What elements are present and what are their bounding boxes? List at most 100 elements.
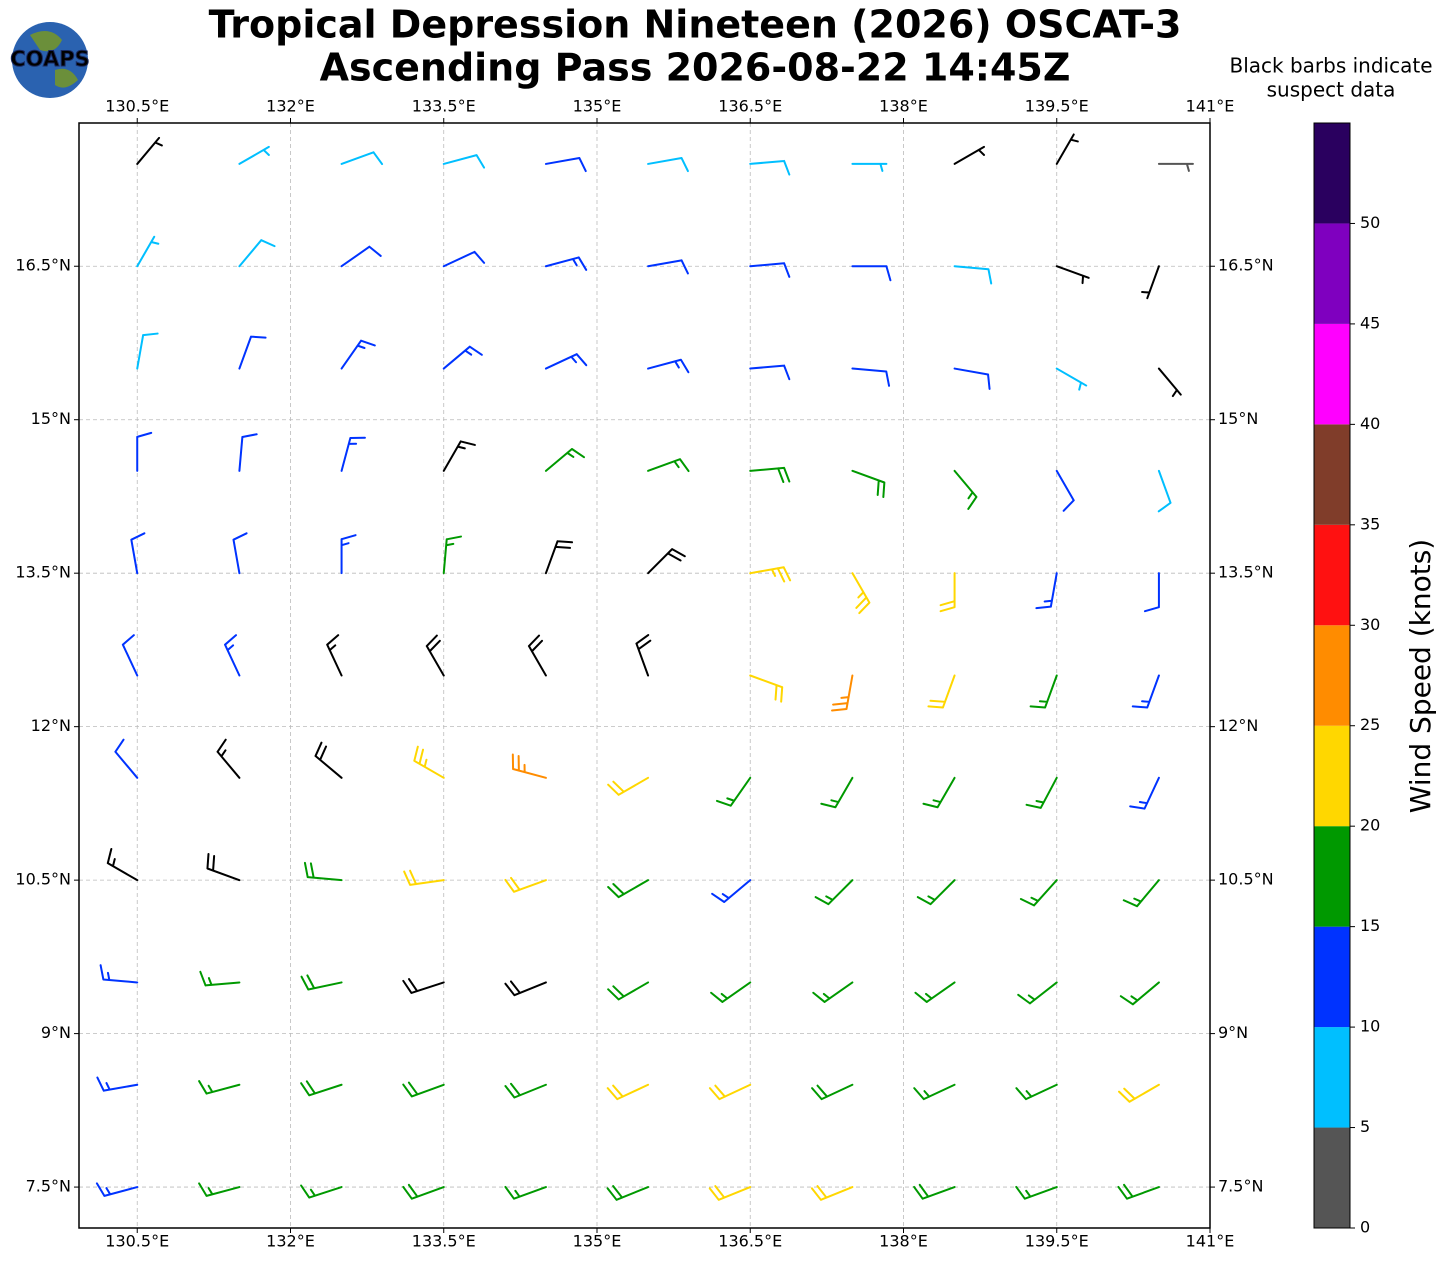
y-tick-label: 15°N xyxy=(31,409,71,428)
wind-barb xyxy=(442,250,486,268)
y-tick-label: 12°N xyxy=(1218,716,1258,735)
barb-shape xyxy=(1141,265,1160,300)
wind-barb xyxy=(1029,674,1058,709)
y-tick-label: 10.5°N xyxy=(1218,870,1274,889)
wind-barb xyxy=(606,1185,650,1201)
barb-shape xyxy=(913,1083,956,1101)
barb-shape xyxy=(216,738,241,779)
barb-shape xyxy=(914,981,956,1003)
y-tick-label: 7.5°N xyxy=(26,1177,71,1196)
colorbar-tick-label: 15 xyxy=(1360,916,1380,935)
wind-barb xyxy=(198,1080,241,1095)
wind-barb xyxy=(121,634,139,677)
barb-shape xyxy=(442,345,483,370)
wind-barb xyxy=(402,1081,445,1098)
wind-barb xyxy=(544,448,586,472)
map-frame xyxy=(78,122,1211,1229)
barb-shape xyxy=(708,1083,752,1101)
barb-shape xyxy=(607,981,650,1001)
wind-barb xyxy=(635,634,652,677)
wind-barb xyxy=(607,981,650,1001)
barb-shape xyxy=(402,978,445,994)
x-tick-label: 132°E xyxy=(266,1232,315,1251)
x-tick-label: 133.5°E xyxy=(412,97,476,116)
barb-shape xyxy=(442,440,476,472)
wind-barb xyxy=(136,235,160,268)
wind-barb xyxy=(300,974,343,991)
wind-barb xyxy=(504,1185,547,1200)
colorbar-segment xyxy=(1314,1127,1350,1228)
y-tick-label: 12°N xyxy=(31,716,71,735)
wind-barb xyxy=(95,1182,139,1197)
barb-shape xyxy=(224,634,241,677)
x-tick-label: 138°E xyxy=(879,97,928,116)
y-tick-label: 16.5°N xyxy=(15,256,71,275)
barb-shape xyxy=(300,974,343,991)
wind-barb xyxy=(607,879,650,899)
barbs xyxy=(95,133,1194,1201)
wind-barb xyxy=(442,345,483,370)
wind-barb xyxy=(340,534,357,575)
wind-barb xyxy=(504,1082,547,1099)
wind-barb xyxy=(136,431,153,472)
barb-shape xyxy=(953,469,978,510)
x-tick-label: 130.5°E xyxy=(105,1232,169,1251)
barb-shape xyxy=(749,159,791,176)
barb-shape xyxy=(340,245,382,268)
barb-shape xyxy=(1015,1185,1058,1200)
barb-shape xyxy=(1019,879,1058,907)
wind-barb xyxy=(403,869,445,886)
x-tick-label: 136.5°E xyxy=(718,97,782,116)
wind-barb xyxy=(238,335,267,370)
barb-shape xyxy=(198,1080,241,1095)
barb-shape xyxy=(922,776,956,809)
title: Tropical Depression Nineteen (2026) OSCA… xyxy=(209,3,1182,47)
barb-shape xyxy=(99,964,139,984)
wind-barb xyxy=(851,265,892,282)
barb-shape xyxy=(403,869,445,886)
barb-shape xyxy=(647,458,690,473)
wind-barb xyxy=(811,1083,854,1101)
colorbar-tick-label: 5 xyxy=(1360,1117,1370,1136)
barb-shape xyxy=(1029,674,1058,709)
barb-shape xyxy=(953,265,993,285)
wind-barb xyxy=(953,145,986,165)
y-tick-label: 16.5°N xyxy=(1218,256,1274,275)
barb-shape xyxy=(238,335,267,370)
x-tick-label: 139.5°E xyxy=(1025,97,1089,116)
barb-shape xyxy=(1017,981,1058,1005)
barb-shape xyxy=(1157,162,1194,172)
wind-barb xyxy=(442,440,476,472)
note: suspect data xyxy=(1267,78,1396,102)
barb-shape xyxy=(647,157,689,173)
barb-shape xyxy=(504,1082,547,1099)
note: Black barbs indicate xyxy=(1230,54,1433,78)
barb-shape xyxy=(810,1185,854,1201)
barb-shape xyxy=(647,358,690,374)
colorbar-segment xyxy=(1314,424,1350,525)
barb-shape xyxy=(749,466,791,484)
wind-barb xyxy=(1015,1185,1058,1200)
barb-shape xyxy=(238,239,276,268)
colorbar-segment xyxy=(1314,625,1350,726)
x-tick-label: 135°E xyxy=(573,1232,622,1251)
barb-shape xyxy=(314,741,343,779)
wind-barb xyxy=(198,1182,241,1197)
wind-barb xyxy=(749,466,791,484)
wind-barb xyxy=(1118,1083,1160,1103)
barb-shape xyxy=(1157,469,1172,513)
x-tick-label: 139.5°E xyxy=(1025,1232,1089,1251)
wind-barb xyxy=(130,532,146,575)
barb-shape xyxy=(708,1185,752,1201)
y-tick-label: 7.5°N xyxy=(1218,1177,1263,1196)
barb-shape xyxy=(606,1185,650,1201)
wind-barb xyxy=(607,776,650,796)
colorbar-tick-label: 30 xyxy=(1360,615,1380,634)
x-tick-label: 136.5°E xyxy=(718,1232,782,1251)
wind-barb xyxy=(1055,367,1088,391)
barb-shape xyxy=(710,981,752,1003)
wind-barb xyxy=(300,1080,343,1097)
logo: COAPS xyxy=(10,22,90,98)
colorbar-tick-label: 0 xyxy=(1360,1218,1370,1237)
wind-barb xyxy=(136,332,159,370)
